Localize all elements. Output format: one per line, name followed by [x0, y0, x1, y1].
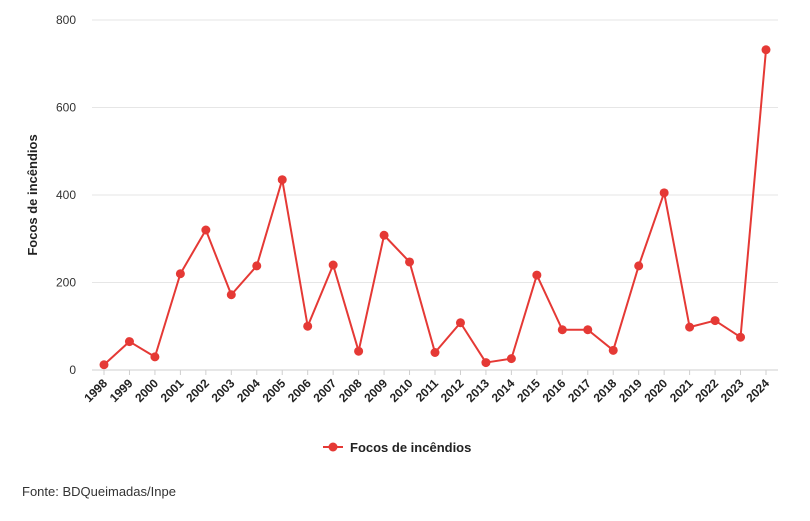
data-point[interactable]: [379, 230, 389, 240]
legend[interactable]: Focos de incêndios: [323, 440, 471, 455]
data-point[interactable]: [634, 261, 644, 271]
x-tick-label: 2020: [641, 376, 670, 405]
x-tick-label: 2005: [260, 376, 289, 405]
x-tick-label: 2003: [209, 376, 238, 405]
x-tick-label: 2024: [743, 376, 772, 405]
legend-label: Focos de incêndios: [350, 440, 471, 455]
data-point[interactable]: [277, 175, 287, 185]
data-point[interactable]: [430, 348, 440, 357]
y-tick-label: 800: [56, 13, 76, 27]
x-tick-label: 2016: [540, 376, 569, 405]
x-axis-ticks: 1998199920002001200220032004200520062007…: [81, 370, 772, 405]
x-tick-label: 2007: [310, 376, 339, 405]
data-point[interactable]: [455, 318, 465, 328]
x-tick-label: 2017: [565, 376, 594, 405]
data-point[interactable]: [150, 352, 160, 362]
x-tick-label: 2002: [183, 376, 212, 405]
data-point[interactable]: [226, 290, 236, 300]
data-point[interactable]: [557, 325, 567, 335]
x-tick-label: 2018: [591, 376, 620, 405]
data-point[interactable]: [405, 257, 415, 267]
data-point[interactable]: [583, 325, 593, 335]
data-point[interactable]: [481, 358, 491, 368]
data-point[interactable]: [99, 360, 109, 370]
series-line: [103, 49, 767, 366]
data-point[interactable]: [659, 188, 669, 198]
data-point[interactable]: [532, 270, 542, 280]
x-tick-label: 2021: [667, 376, 696, 405]
data-point[interactable]: [608, 345, 618, 355]
data-point[interactable]: [354, 346, 364, 356]
x-tick-label: 2019: [616, 376, 645, 405]
x-tick-label: 2009: [361, 376, 390, 405]
data-point[interactable]: [761, 45, 771, 55]
data-point[interactable]: [710, 316, 720, 326]
data-point[interactable]: [252, 261, 262, 271]
x-tick-label: 2004: [234, 376, 263, 405]
x-tick-label: 2001: [158, 376, 187, 405]
x-tick-label: 2023: [718, 376, 747, 405]
source-note: Fonte: BDQueimadas/Inpe: [22, 484, 176, 499]
data-point[interactable]: [506, 354, 516, 364]
x-tick-label: 2012: [438, 376, 467, 405]
x-tick-label: 2015: [514, 376, 543, 405]
data-point[interactable]: [328, 260, 338, 270]
series-layer: [99, 45, 771, 370]
x-tick-label: 2014: [489, 376, 518, 405]
x-tick-label: 1998: [81, 376, 110, 405]
x-tick-label: 2013: [463, 376, 492, 405]
legend-marker: [328, 442, 338, 452]
x-tick-label: 2000: [132, 376, 161, 405]
data-point[interactable]: [201, 225, 211, 235]
data-point[interactable]: [303, 321, 313, 331]
x-tick-label: 2010: [387, 376, 416, 405]
x-tick-label: 2008: [336, 376, 365, 405]
data-point[interactable]: [685, 322, 695, 332]
y-tick-label: 600: [56, 101, 76, 115]
y-axis-ticks: 0 200 400 600 800: [56, 13, 76, 377]
gridlines: [92, 19, 778, 371]
data-point[interactable]: [736, 332, 746, 342]
x-tick-label: 2006: [285, 376, 314, 405]
data-point[interactable]: [124, 337, 134, 347]
y-axis-title: Focos de incêndios: [25, 134, 40, 255]
y-tick-label: 0: [69, 363, 76, 377]
y-tick-label: 400: [56, 188, 76, 202]
x-tick-label: 2011: [413, 376, 442, 405]
x-tick-label: 1999: [107, 376, 136, 405]
data-point[interactable]: [175, 269, 185, 279]
x-tick-label: 2022: [692, 376, 721, 405]
y-tick-label: 200: [56, 276, 76, 290]
